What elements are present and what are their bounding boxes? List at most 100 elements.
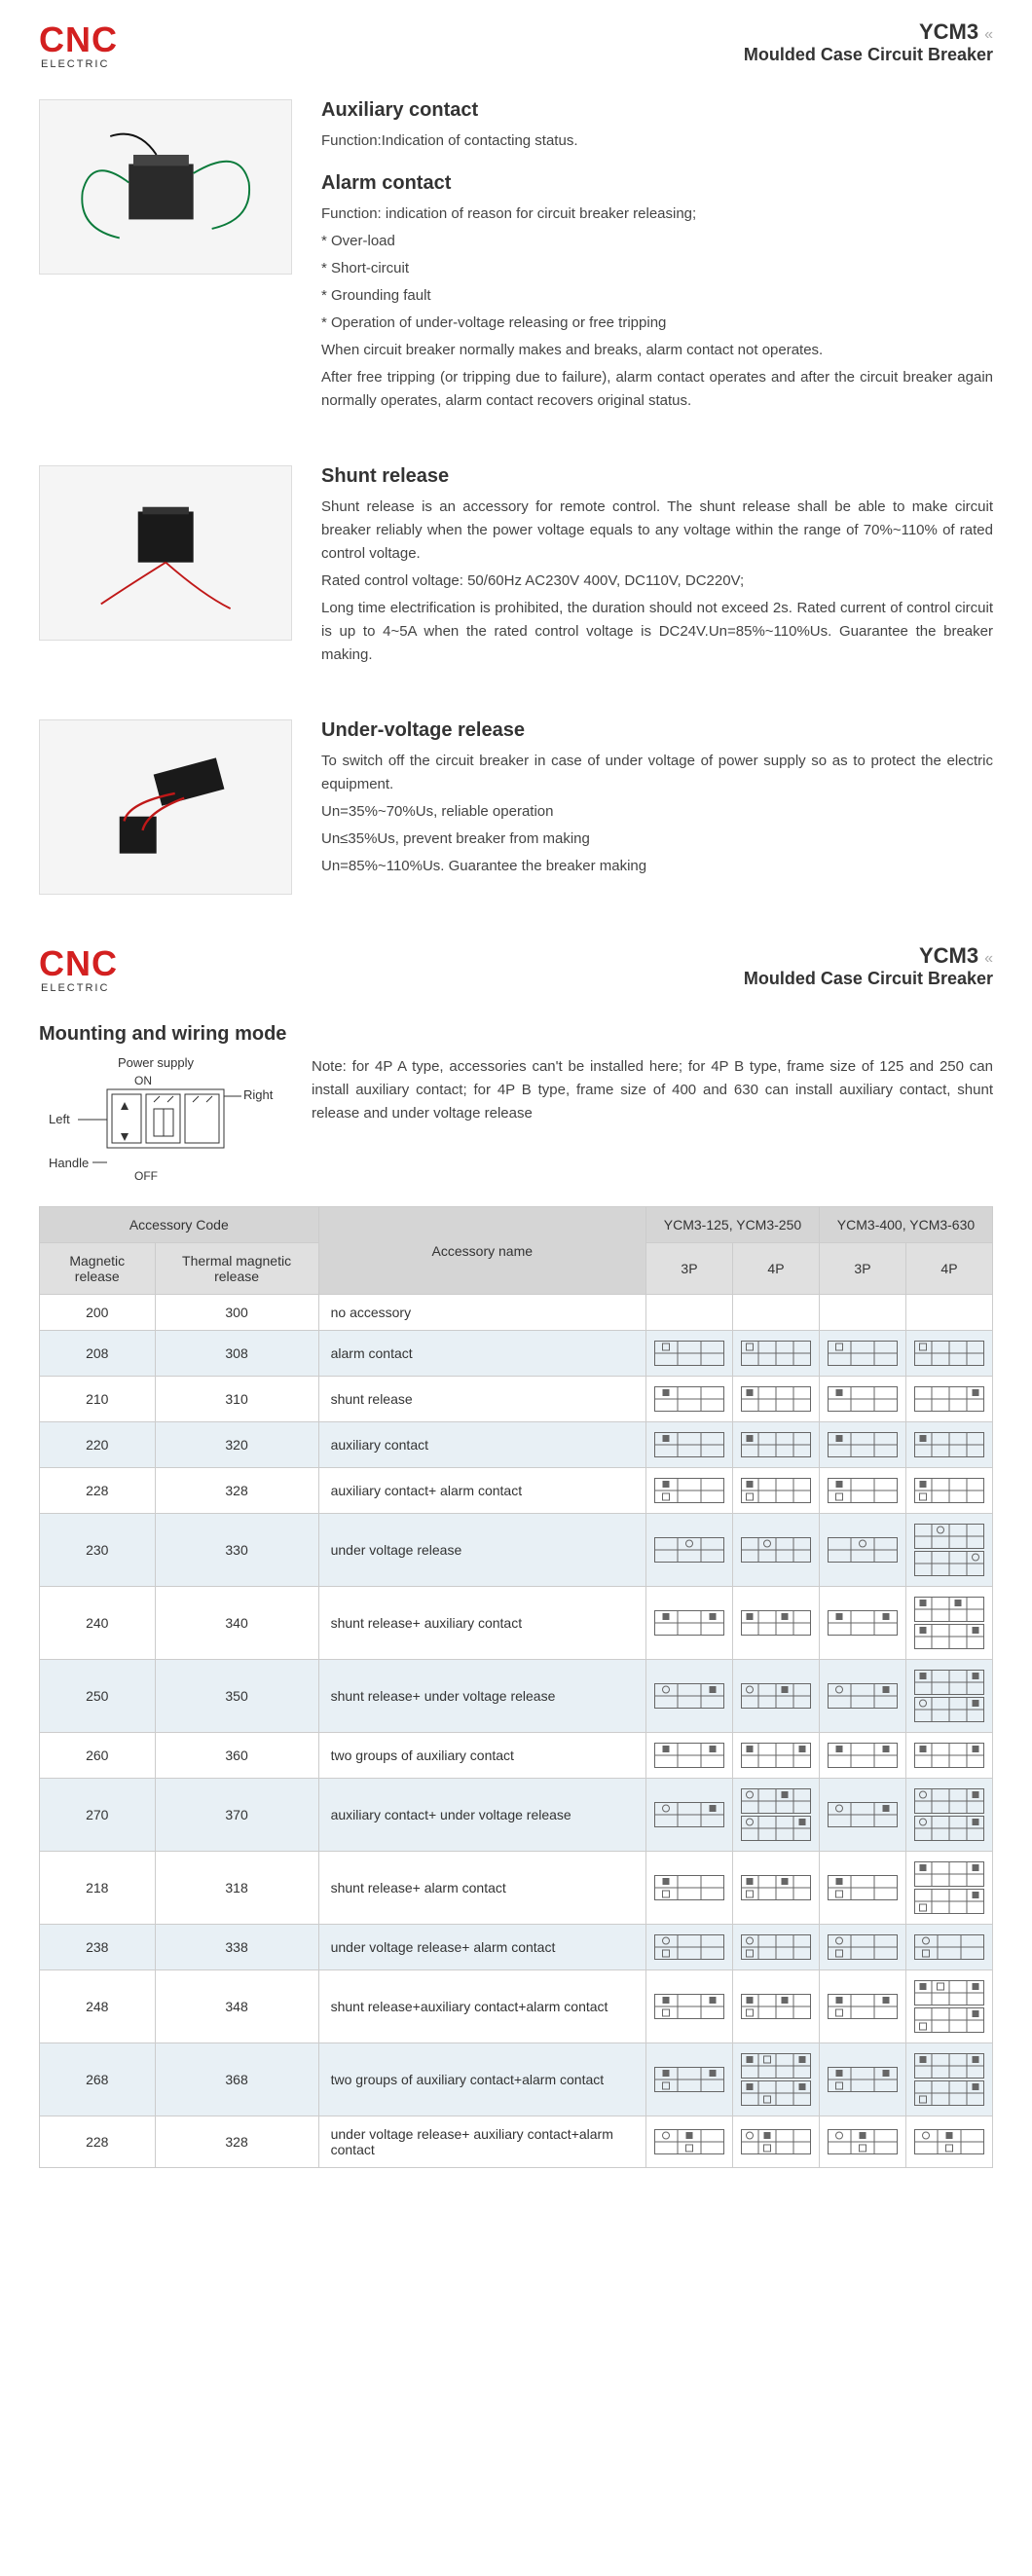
cell-glyph — [645, 1925, 732, 1970]
cell-glyph — [819, 1331, 905, 1377]
layout-glyph — [828, 1802, 898, 1827]
cell-glyph — [905, 1733, 992, 1779]
table-row: 218318shunt release+ alarm contact — [40, 1852, 993, 1925]
cell-glyph — [732, 1468, 819, 1514]
cell-glyph — [732, 2116, 819, 2168]
cell-glyph — [732, 1295, 819, 1331]
wiring-diagram: Power supply ON Left Right Handle OFF — [39, 1055, 292, 1187]
cell-glyph — [645, 1852, 732, 1925]
layout-glyph — [914, 2129, 984, 2154]
cell-name: shunt release+ under voltage release — [318, 1660, 645, 1733]
cell-therm: 310 — [155, 1377, 318, 1422]
cell-glyph — [732, 1514, 819, 1587]
th-3p: 3P — [819, 1243, 905, 1295]
section: Shunt releaseShunt release is an accesso… — [39, 465, 993, 671]
accessory-table: Accessory Code Accessory name YCM3-125, … — [39, 1206, 993, 2168]
title-block: YCM3« Moulded Case Circuit Breaker — [744, 943, 993, 989]
section-text: When circuit breaker normally makes and … — [321, 339, 993, 362]
cell-glyph — [645, 1970, 732, 2043]
section-text: Function: indication of reason for circu… — [321, 202, 993, 226]
table-row: 228328auxiliary contact+ alarm contact — [40, 1468, 993, 1514]
section-text: * Grounding fault — [321, 284, 993, 308]
layout-glyph — [914, 1788, 984, 1841]
cell-glyph — [905, 1660, 992, 1733]
cell-glyph — [819, 1468, 905, 1514]
mount-row: Power supply ON Left Right Handle OFF — [39, 1055, 993, 1187]
th-g1: YCM3-125, YCM3-250 — [645, 1207, 819, 1243]
cell-glyph — [905, 1925, 992, 1970]
th-4p: 4P — [732, 1243, 819, 1295]
cell-glyph — [905, 1779, 992, 1852]
cell-glyph — [645, 2116, 732, 2168]
table-row: 228328under voltage release+ auxiliary c… — [40, 2116, 993, 2168]
layout-glyph — [828, 1478, 898, 1503]
layout-glyph — [654, 1875, 724, 1900]
cell-therm: 370 — [155, 1779, 318, 1852]
cell-glyph — [732, 1733, 819, 1779]
layout-glyph — [914, 1743, 984, 1768]
layout-glyph — [654, 1994, 724, 2019]
th-4p: 4P — [905, 1243, 992, 1295]
section-text: Un=85%~110%Us. Guarantee the breaker mak… — [321, 855, 993, 878]
cell-glyph — [819, 1970, 905, 2043]
layout-glyph — [654, 1386, 724, 1412]
logo-text: CNC — [39, 19, 118, 60]
cell-glyph — [732, 2043, 819, 2116]
cell-glyph — [819, 1377, 905, 1422]
cell-glyph — [819, 1660, 905, 1733]
layout-glyph — [654, 1610, 724, 1636]
layout-glyph — [741, 1386, 811, 1412]
cell-glyph — [819, 2116, 905, 2168]
section: Under-voltage releaseTo switch off the c… — [39, 719, 993, 895]
layout-glyph — [741, 1934, 811, 1960]
cell-glyph — [645, 1331, 732, 1377]
cell-therm: 368 — [155, 2043, 318, 2116]
cell-glyph — [819, 1422, 905, 1468]
cell-therm: 360 — [155, 1733, 318, 1779]
layout-glyph — [741, 1788, 811, 1841]
logo-text: CNC — [39, 943, 118, 984]
layout-glyph — [654, 2067, 724, 2092]
cell-name: under voltage release — [318, 1514, 645, 1587]
cell-mag: 250 — [40, 1660, 156, 1733]
layout-glyph — [741, 1341, 811, 1366]
product-photo — [39, 719, 292, 895]
cell-glyph — [732, 1660, 819, 1733]
cell-glyph — [732, 1925, 819, 1970]
cell-name: two groups of auxiliary contact — [318, 1733, 645, 1779]
product-code: YCM3 — [919, 19, 978, 44]
table-row: 220320auxiliary contact — [40, 1422, 993, 1468]
layout-glyph — [914, 1386, 984, 1412]
layout-glyph — [914, 1524, 984, 1576]
cell-glyph — [732, 1587, 819, 1660]
logo-subtext: ELECTRIC — [41, 982, 109, 994]
layout-glyph — [654, 1341, 724, 1366]
page-header-2: CNC ELECTRIC YCM3« Moulded Case Circuit … — [39, 943, 993, 994]
cell-glyph — [732, 1970, 819, 2043]
cell-glyph — [732, 1852, 819, 1925]
title-block: YCM3« Moulded Case Circuit Breaker — [744, 19, 993, 65]
cell-glyph — [645, 1295, 732, 1331]
left-label: Left — [49, 1112, 70, 1126]
section-title: Alarm contact — [321, 172, 993, 195]
mount-title: Mounting and wiring mode — [39, 1023, 993, 1046]
cell-name: shunt release+ auxiliary contact — [318, 1587, 645, 1660]
table-row: 200300no accessory — [40, 1295, 993, 1331]
cell-glyph — [645, 1587, 732, 1660]
cell-mag: 220 — [40, 1422, 156, 1468]
cell-name: auxiliary contact+ under voltage release — [318, 1779, 645, 1852]
layout-glyph — [828, 2067, 898, 2092]
layout-glyph — [914, 1478, 984, 1503]
cell-name: alarm contact — [318, 1331, 645, 1377]
cell-glyph — [819, 1295, 905, 1331]
section-content: Under-voltage releaseTo switch off the c… — [321, 719, 993, 895]
layout-glyph — [654, 2129, 724, 2154]
cell-glyph — [819, 1733, 905, 1779]
cell-glyph — [732, 1779, 819, 1852]
layout-glyph — [914, 1670, 984, 1722]
section-text: Shunt release is an accessory for remote… — [321, 496, 993, 566]
layout-glyph — [828, 1341, 898, 1366]
layout-glyph — [741, 2053, 811, 2106]
section-text: Rated control voltage: 50/60Hz AC230V 40… — [321, 570, 993, 593]
cell-mag: 260 — [40, 1733, 156, 1779]
